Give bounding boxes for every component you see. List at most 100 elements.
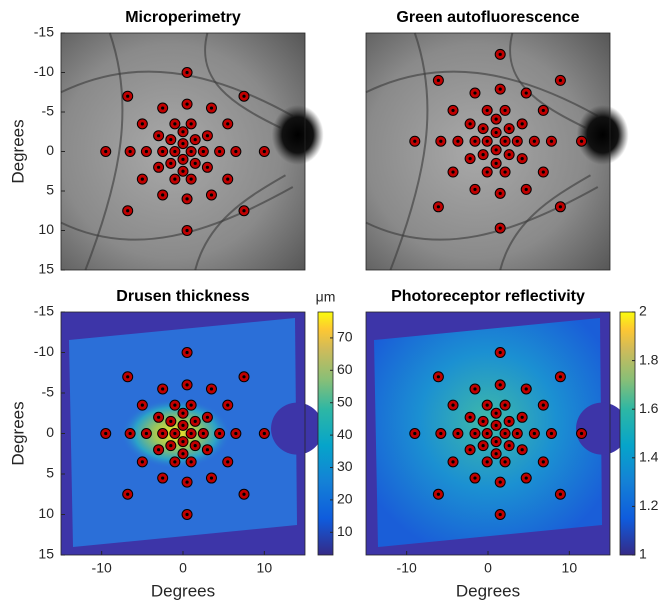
test-point xyxy=(511,428,523,439)
test-point xyxy=(222,173,234,185)
test-point xyxy=(481,104,493,116)
test-point xyxy=(545,428,557,439)
x-tick-label: 0 xyxy=(484,560,492,576)
test-point xyxy=(124,146,136,157)
y-tick-label: -10 xyxy=(34,63,54,79)
vessel xyxy=(60,70,294,117)
test-point xyxy=(464,118,476,130)
point-center xyxy=(541,170,545,174)
test-point xyxy=(230,146,242,157)
test-point xyxy=(481,428,493,439)
test-point xyxy=(205,383,217,395)
test-point xyxy=(490,436,502,448)
point-center xyxy=(128,431,132,436)
point-center xyxy=(439,431,443,436)
vessel xyxy=(389,32,429,271)
point-center xyxy=(185,480,189,484)
point-center xyxy=(185,383,189,387)
point-center xyxy=(532,431,536,436)
test-point xyxy=(189,440,201,452)
test-point xyxy=(447,166,459,178)
point-center xyxy=(193,444,197,448)
point-center xyxy=(173,122,177,126)
point-center xyxy=(104,431,108,436)
test-point xyxy=(238,90,250,102)
point-center xyxy=(205,448,209,452)
point-center xyxy=(498,226,502,230)
point-center xyxy=(161,149,165,154)
point-center xyxy=(485,403,489,407)
panel: Microperimetry -15 -10 -5 0 5 10 15 Degrees xyxy=(8,9,324,277)
point-center xyxy=(436,375,440,379)
test-point xyxy=(469,383,481,395)
test-point xyxy=(157,428,169,439)
test-point xyxy=(165,157,177,169)
test-point xyxy=(185,456,197,468)
test-point xyxy=(537,456,549,468)
point-center xyxy=(193,161,197,165)
test-point xyxy=(499,456,511,468)
point-center xyxy=(451,170,455,174)
vessel xyxy=(365,70,599,117)
test-point xyxy=(165,134,177,146)
point-center xyxy=(185,228,189,233)
x-axis-label: Degrees xyxy=(151,581,215,600)
test-point xyxy=(169,173,181,185)
point-center xyxy=(456,139,460,143)
point-center xyxy=(498,52,502,56)
colorbar-tick-label: 70 xyxy=(337,329,353,345)
test-point xyxy=(477,440,489,452)
point-center xyxy=(189,177,193,181)
test-point xyxy=(576,135,588,147)
vessel xyxy=(365,186,599,241)
point-center xyxy=(485,460,489,464)
point-center xyxy=(189,149,193,154)
point-center xyxy=(144,431,148,436)
point-center xyxy=(205,415,209,419)
test-point xyxy=(177,126,189,138)
point-center xyxy=(128,149,132,154)
test-point xyxy=(520,472,532,484)
point-center xyxy=(169,419,173,423)
test-point xyxy=(409,428,421,439)
colorbar-tick-label: 1.8 xyxy=(639,351,659,367)
point-center xyxy=(181,423,185,427)
test-point xyxy=(185,173,197,185)
test-point xyxy=(197,428,209,439)
test-point xyxy=(169,456,181,468)
test-point xyxy=(181,476,193,488)
test-point xyxy=(545,135,557,147)
point-center xyxy=(185,197,189,201)
test-point xyxy=(177,419,189,431)
point-center xyxy=(494,423,498,427)
point-center xyxy=(541,108,545,113)
point-center xyxy=(485,108,489,113)
test-point xyxy=(499,104,511,116)
test-point xyxy=(122,90,134,102)
test-point xyxy=(520,87,532,99)
y-tick-label: 10 xyxy=(38,221,54,237)
test-point xyxy=(197,146,209,157)
y-axis-label: Degrees xyxy=(8,119,27,183)
test-point xyxy=(432,201,444,213)
test-point xyxy=(469,183,481,195)
point-center xyxy=(144,149,148,154)
panel-title: Green autofluorescence xyxy=(396,9,579,26)
test-point xyxy=(185,118,197,130)
test-point xyxy=(181,509,193,520)
test-point xyxy=(238,371,250,383)
point-center xyxy=(520,157,524,161)
point-center xyxy=(126,492,130,496)
point-center xyxy=(226,460,230,464)
test-point xyxy=(177,138,189,150)
test-point xyxy=(181,67,193,78)
point-center xyxy=(226,122,230,126)
test-point xyxy=(490,448,502,460)
test-point xyxy=(122,371,134,383)
optic-disc xyxy=(271,104,324,165)
colorbar-tick-label: 1 xyxy=(639,546,647,562)
point-center xyxy=(579,431,584,436)
test-point xyxy=(177,436,189,448)
test-point xyxy=(157,472,169,484)
